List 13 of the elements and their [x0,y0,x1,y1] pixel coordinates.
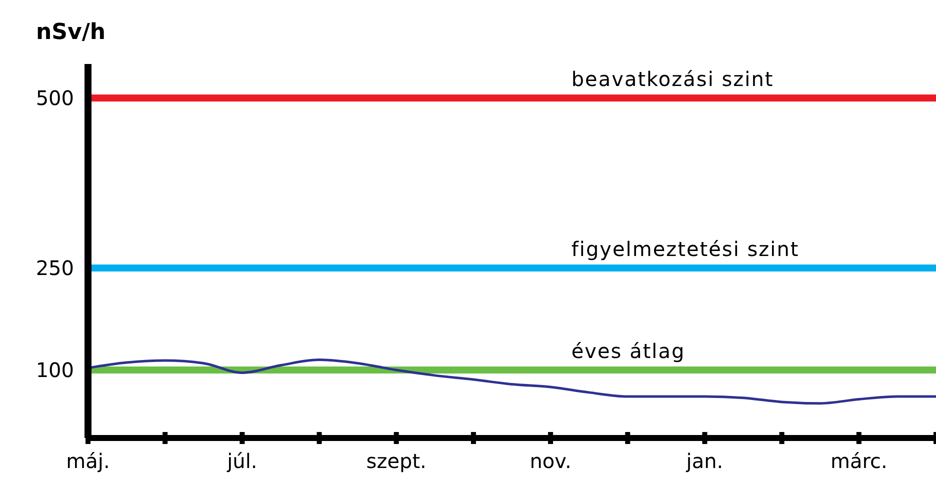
y-tick-label: 250 [36,256,74,280]
y-axis-title: nSv/h [36,20,106,45]
ref-line-label: figyelmeztetési szint [571,237,800,261]
x-tick-label: nov. [530,449,572,473]
x-tick-label: máj. [66,449,110,473]
ref-line-label: éves átlag [571,339,686,363]
y-tick-label: 500 [36,86,74,110]
x-tick-label: márc. [830,449,888,473]
x-tick-label: júl. [226,449,258,473]
y-tick-label: 100 [36,358,74,382]
x-tick-label: jan. [685,449,724,473]
ref-line-label: beavatkozási szint [571,67,774,91]
x-tick-label: szept. [366,449,426,473]
